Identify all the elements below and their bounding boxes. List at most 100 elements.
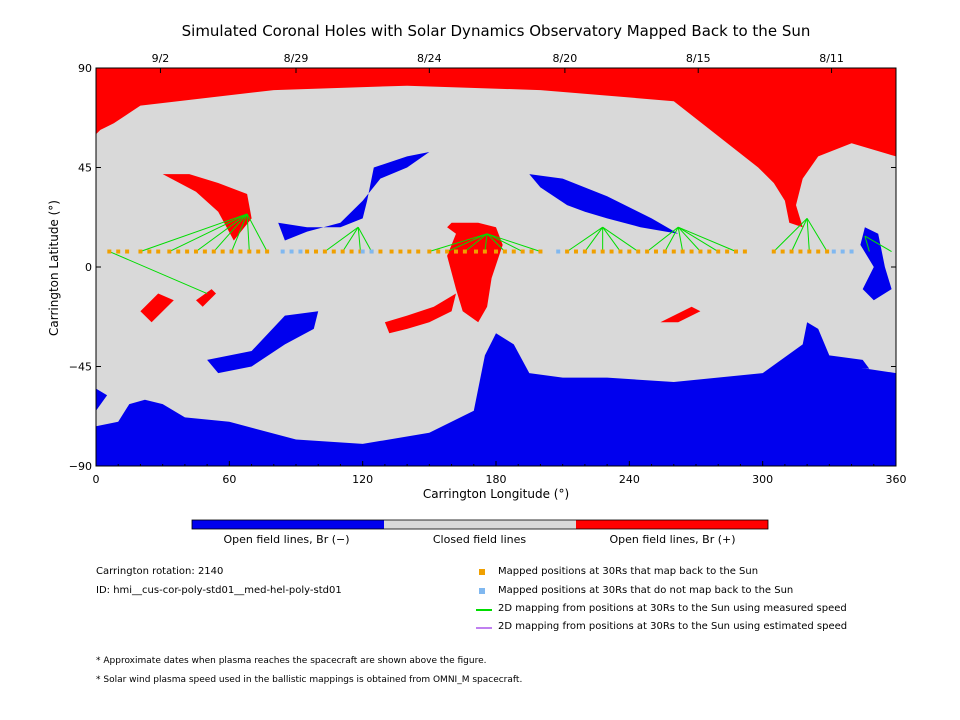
note-speed: * Solar wind plasma speed used in the ba… — [96, 675, 523, 685]
plot-area: 0 60 120 180 240 300 360 −90 −45 0 45 90 9/2 8/29 8/24… — [69, 52, 907, 486]
mapped-point-back-69 — [807, 249, 812, 254]
open-positive-region-0 — [96, 68, 896, 228]
measured-speed-line-6 — [246, 213, 250, 252]
mapped-point-back-71 — [825, 249, 830, 254]
mapped-point-back-37 — [482, 249, 487, 254]
mapped-point-back-32 — [436, 249, 441, 254]
mapped-point-back-42 — [529, 249, 534, 254]
mapped-point-back-57 — [680, 249, 685, 254]
mapped-point-back-20 — [322, 249, 327, 254]
mapped-point-back-45 — [574, 249, 578, 254]
top-date-label-0: 9/2 — [152, 52, 170, 65]
mapped-point-back-63 — [734, 249, 738, 254]
mapped-point-back-62 — [725, 249, 730, 254]
open-negative-region-1 — [829, 355, 870, 369]
open-positive-region-3 — [384, 293, 456, 334]
top-date-label-2: 8/24 — [417, 52, 442, 65]
measured-speed-line-4 — [213, 213, 248, 252]
x-tick-label-2: 120 — [352, 473, 373, 486]
legend-marker-not-mapped — [479, 588, 485, 594]
measured-speed-line-29 — [678, 226, 737, 252]
mapped-point-back-17 — [265, 249, 270, 254]
mapped-point-back-44 — [565, 249, 570, 254]
note-dates: * Approximate dates when plasma reaches … — [96, 656, 487, 666]
mapped-point-back-38 — [494, 249, 498, 254]
colorbar-label-closed: Closed field lines — [432, 533, 527, 546]
open-positive-region-6 — [660, 306, 701, 323]
mapped-point-not-8 — [849, 249, 854, 254]
mapped-point-back-30 — [416, 249, 421, 254]
measured-speed-line-19 — [566, 226, 603, 252]
measured-speed-line-0 — [109, 251, 208, 294]
measured-speed-line-18 — [486, 233, 541, 252]
mapped-point-back-39 — [502, 249, 507, 254]
mapped-point-back-9 — [194, 249, 198, 254]
mapped-point-back-6 — [167, 249, 172, 254]
mapped-point-back-0 — [107, 249, 112, 254]
mapped-point-back-50 — [618, 249, 623, 254]
chart-figure: Simulated Coronal Holes with Solar Dynam… — [47, 22, 907, 530]
measured-speed-line-11 — [357, 226, 372, 252]
chart-title: Simulated Coronal Holes with Solar Dynam… — [182, 22, 811, 40]
measured-speed-line-26 — [677, 227, 684, 252]
x-tick-label-6: 360 — [886, 473, 907, 486]
mapped-point-back-35 — [462, 249, 467, 254]
measured-speed-line-9 — [342, 226, 359, 252]
top-date-label-5: 8/11 — [819, 52, 844, 65]
measured-speed-line-22 — [602, 226, 621, 252]
x-tick-label-5: 300 — [752, 473, 773, 486]
mapped-point-back-5 — [156, 249, 161, 254]
mapped-point-not-4 — [369, 249, 374, 254]
mapped-point-back-46 — [582, 249, 587, 254]
y-tick-label-0: −90 — [69, 460, 92, 473]
mapped-point-not-2 — [298, 249, 303, 254]
x-tick-label-0: 0 — [93, 473, 100, 486]
measured-speed-line-1 — [140, 213, 248, 252]
colorbar-frame — [191, 519, 769, 530]
measured-speed-line-31 — [791, 218, 808, 252]
mapped-point-not-0 — [280, 249, 285, 254]
mapped-point-not-1 — [289, 249, 294, 254]
rotation-text: Carrington rotation: 2140 — [96, 566, 224, 577]
measured-speed-line-7 — [246, 213, 268, 252]
open-negative-region-6 — [860, 227, 892, 301]
mapped-point-back-33 — [445, 249, 450, 254]
legend-line-estimated-speed — [476, 627, 492, 629]
measured-speed-line-13 — [446, 233, 488, 252]
top-date-label-4: 8/15 — [686, 52, 711, 65]
y-tick-label-3: 45 — [78, 162, 92, 175]
open-negative-region-3 — [207, 311, 319, 374]
open-negative-region-2 — [96, 388, 108, 411]
mapped-point-back-21 — [331, 249, 336, 254]
mapped-point-not-7 — [840, 249, 845, 254]
legend-label: 2D mapping from positions at 30Rs to the… — [498, 621, 848, 632]
mapped-point-back-49 — [609, 249, 614, 254]
mapped-point-back-41 — [520, 249, 525, 254]
x-tick-label-1: 60 — [222, 473, 236, 486]
mapped-point-back-15 — [247, 249, 252, 254]
mapped-point-back-16 — [256, 249, 261, 254]
y-axis-label: Carrington Latitude (°) — [47, 200, 61, 336]
mapped-point-back-56 — [671, 249, 676, 254]
open-positive-region-5 — [196, 289, 216, 307]
colorbar-label-negative: Open field lines, Br (−) — [223, 533, 350, 546]
measured-speed-line-35 — [864, 235, 892, 252]
open-negative-region-5 — [529, 174, 679, 234]
mapped-point-back-10 — [202, 249, 207, 254]
mapped-point-not-3 — [360, 249, 365, 254]
measured-speed-line-14 — [464, 233, 488, 252]
mapped-point-back-26 — [378, 249, 383, 254]
mapped-point-back-70 — [816, 249, 821, 254]
mapped-point-back-2 — [125, 249, 130, 254]
measured-speed-line-3 — [195, 213, 248, 252]
mapped-point-back-19 — [314, 249, 318, 254]
open-negative-region-4 — [278, 152, 430, 241]
mapped-point-back-4 — [147, 249, 152, 254]
x-tick-label-3: 180 — [486, 473, 507, 486]
legend-label: Mapped positions at 30Rs that map back t… — [498, 566, 759, 577]
mapped-point-back-55 — [662, 249, 667, 254]
mapped-point-back-14 — [238, 249, 243, 254]
mapped-point-back-34 — [454, 249, 458, 254]
legend-label: 2D mapping from positions at 30Rs to the… — [498, 603, 847, 614]
legend-marker-mapped-back — [479, 569, 485, 575]
